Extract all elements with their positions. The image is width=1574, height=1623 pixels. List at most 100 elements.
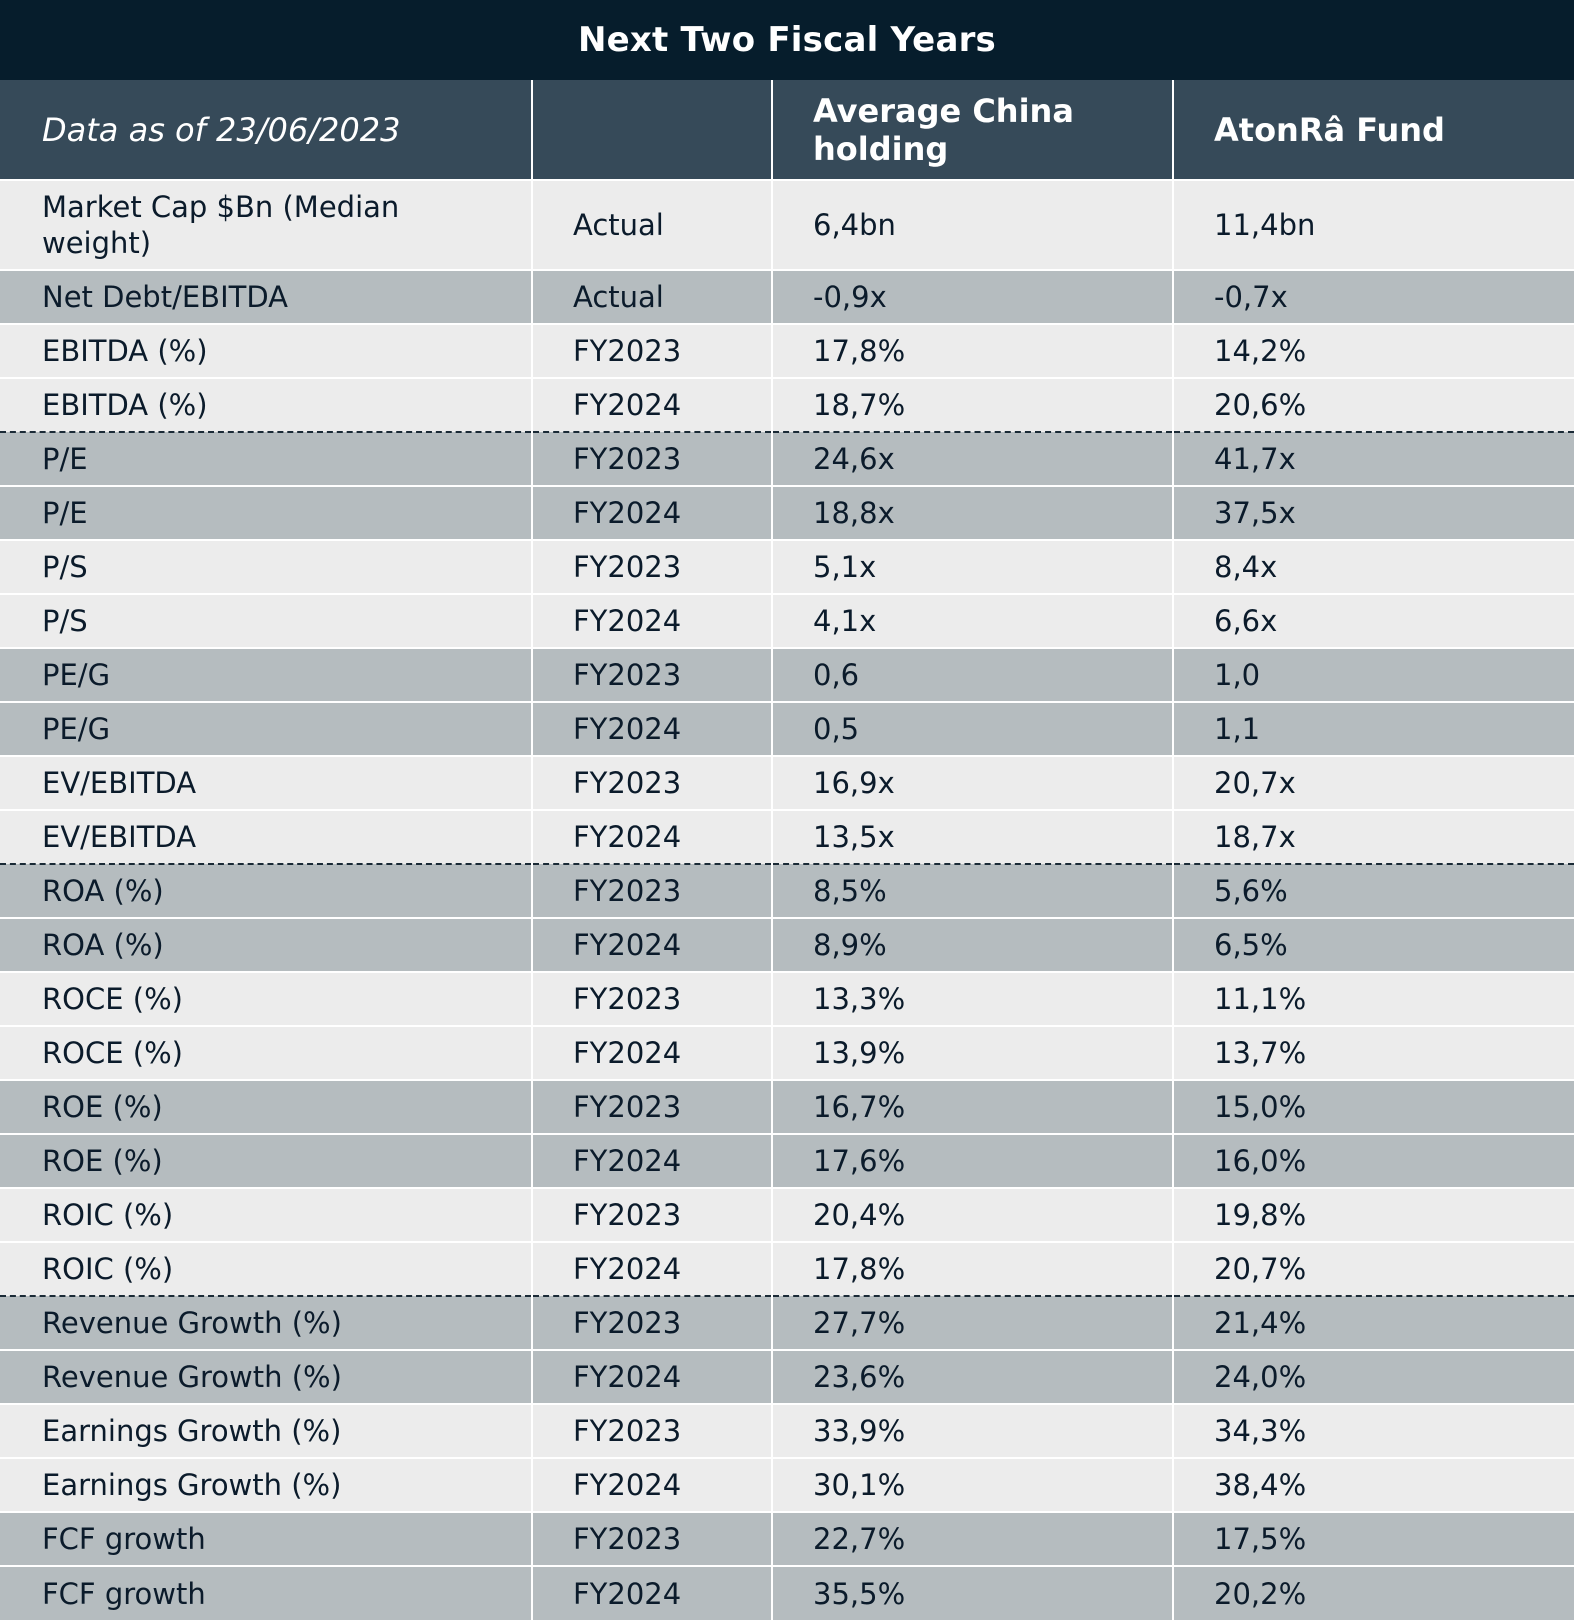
metric-cell: Market Cap $Bn (Median weight) — [0, 179, 532, 270]
period-cell: FY2024 — [531, 1349, 772, 1404]
fund-value-cell: 17,5% — [1172, 1511, 1574, 1566]
metric-cell: ROIC (%) — [0, 1187, 532, 1242]
china-value-cell: 17,8% — [771, 323, 1173, 378]
metric-cell: Net Debt/EBITDA — [0, 269, 532, 324]
metric-cell: P/E — [0, 431, 532, 486]
table-row: ROIC (%) FY2023 20,4% 19,8% — [0, 1187, 1574, 1242]
period-cell: FY2024 — [531, 1241, 772, 1296]
period-cell: FY2023 — [531, 323, 772, 378]
period-cell: FY2023 — [531, 539, 772, 594]
table-row: EBITDA (%) FY2023 17,8% 14,2% — [0, 323, 1574, 378]
period-cell: FY2024 — [531, 1133, 772, 1188]
china-value-cell: 13,5x — [771, 809, 1173, 864]
period-cell: Actual — [531, 269, 772, 324]
metric-cell: ROCE (%) — [0, 1025, 532, 1080]
china-value-cell: 0,6 — [771, 647, 1173, 702]
metric-cell: FCF growth — [0, 1511, 532, 1566]
china-value-cell: 4,1x — [771, 593, 1173, 648]
table-row: P/E FY2024 18,8x 37,5x — [0, 485, 1574, 540]
table-row: ROCE (%) FY2023 13,3% 11,1% — [0, 971, 1574, 1026]
china-value-cell: 27,7% — [771, 1295, 1173, 1350]
china-value-cell: 22,7% — [771, 1511, 1173, 1566]
table-row: EV/EBITDA FY2024 13,5x 18,7x — [0, 809, 1574, 864]
metric-cell: P/S — [0, 593, 532, 648]
table-row: ROIC (%) FY2024 17,8% 20,7% — [0, 1241, 1574, 1296]
china-value-cell: 0,5 — [771, 701, 1173, 756]
china-value-cell: 17,8% — [771, 1241, 1173, 1296]
metric-cell: ROIC (%) — [0, 1241, 532, 1296]
period-header — [531, 80, 772, 180]
table-row: P/S FY2023 5,1x 8,4x — [0, 539, 1574, 594]
metric-cell: EV/EBITDA — [0, 755, 532, 810]
period-cell: FY2023 — [531, 863, 772, 918]
period-cell: FY2024 — [531, 1457, 772, 1512]
period-cell: FY2023 — [531, 1187, 772, 1242]
table-row: P/E FY2023 24,6x 41,7x — [0, 431, 1574, 486]
china-value-cell: 8,9% — [771, 917, 1173, 972]
fund-value-cell: 41,7x — [1172, 431, 1574, 486]
period-cell: FY2023 — [531, 1511, 772, 1566]
table-row: PE/G FY2024 0,5 1,1 — [0, 701, 1574, 756]
china-value-cell: 5,1x — [771, 539, 1173, 594]
table-row: EV/EBITDA FY2023 16,9x 20,7x — [0, 755, 1574, 810]
period-cell: FY2023 — [531, 971, 772, 1026]
fund-value-cell: 20,7% — [1172, 1241, 1574, 1296]
fund-value-cell: 1,1 — [1172, 701, 1574, 756]
period-cell: FY2023 — [531, 1079, 772, 1134]
fund-value-cell: 37,5x — [1172, 485, 1574, 540]
metric-cell: Revenue Growth (%) — [0, 1349, 532, 1404]
metric-cell: ROA (%) — [0, 917, 532, 972]
period-cell: FY2024 — [531, 593, 772, 648]
fund-value-cell: 14,2% — [1172, 323, 1574, 378]
period-cell: FY2024 — [531, 1025, 772, 1080]
table-title: Next Two Fiscal Years — [0, 0, 1574, 80]
metric-cell: EBITDA (%) — [0, 377, 532, 432]
header-row: Data as of 23/06/2023 Average China hold… — [0, 80, 1574, 180]
fund-value-cell: 38,4% — [1172, 1457, 1574, 1512]
metric-cell: FCF growth — [0, 1565, 532, 1620]
fund-value-cell: 20,6% — [1172, 377, 1574, 432]
china-value-cell: 16,7% — [771, 1079, 1173, 1134]
period-cell: FY2023 — [531, 647, 772, 702]
china-value-cell: 24,6x — [771, 431, 1173, 486]
metric-cell: ROCE (%) — [0, 971, 532, 1026]
fund-value-cell: 34,3% — [1172, 1403, 1574, 1458]
period-cell: FY2023 — [531, 431, 772, 486]
table-row: P/S FY2024 4,1x 6,6x — [0, 593, 1574, 648]
table-body: Market Cap $Bn (Median weight) Actual 6,4b… — [0, 179, 1574, 1620]
period-cell: FY2023 — [531, 1295, 772, 1350]
china-value-cell: 8,5% — [771, 863, 1173, 918]
period-cell: FY2024 — [531, 701, 772, 756]
table-row: Market Cap $Bn (Median weight) Actual 6,4b… — [0, 179, 1574, 270]
china-value-cell: 33,9% — [771, 1403, 1173, 1458]
metric-cell: P/S — [0, 539, 532, 594]
china-value-cell: 6,4bn — [771, 179, 1173, 270]
fund-value-cell: 20,7x — [1172, 755, 1574, 810]
fund-value-cell: 21,4% — [1172, 1295, 1574, 1350]
china-value-cell: 20,4% — [771, 1187, 1173, 1242]
fund-value-cell: 8,4x — [1172, 539, 1574, 594]
period-cell: FY2024 — [531, 917, 772, 972]
fund-value-cell: 24,0% — [1172, 1349, 1574, 1404]
table-row: FCF growth FY2023 22,7% 17,5% — [0, 1511, 1574, 1566]
table-row: ROE (%) FY2023 16,7% 15,0% — [0, 1079, 1574, 1134]
period-cell: FY2023 — [531, 1403, 772, 1458]
metric-cell: ROA (%) — [0, 863, 532, 918]
fund-value-cell: 13,7% — [1172, 1025, 1574, 1080]
china-value-cell: 18,8x — [771, 485, 1173, 540]
table-row: Revenue Growth (%) FY2023 27,7% 21,4% — [0, 1295, 1574, 1350]
period-cell: FY2024 — [531, 809, 772, 864]
fund-value-cell: 18,7x — [1172, 809, 1574, 864]
china-value-cell: 13,3% — [771, 971, 1173, 1026]
metric-cell: EBITDA (%) — [0, 323, 532, 378]
table-row: Revenue Growth (%) FY2024 23,6% 24,0% — [0, 1349, 1574, 1404]
fund-value-cell: 20,2% — [1172, 1565, 1574, 1620]
china-value-cell: 18,7% — [771, 377, 1173, 432]
period-cell: FY2024 — [531, 377, 772, 432]
china-value-cell: 13,9% — [771, 1025, 1173, 1080]
table-row: Net Debt/EBITDA Actual -0,9x -0,7x — [0, 269, 1574, 324]
china-value-cell: 35,5% — [771, 1565, 1173, 1620]
china-value-cell: 16,9x — [771, 755, 1173, 810]
table-row: Earnings Growth (%) FY2023 33,9% 34,3% — [0, 1403, 1574, 1458]
